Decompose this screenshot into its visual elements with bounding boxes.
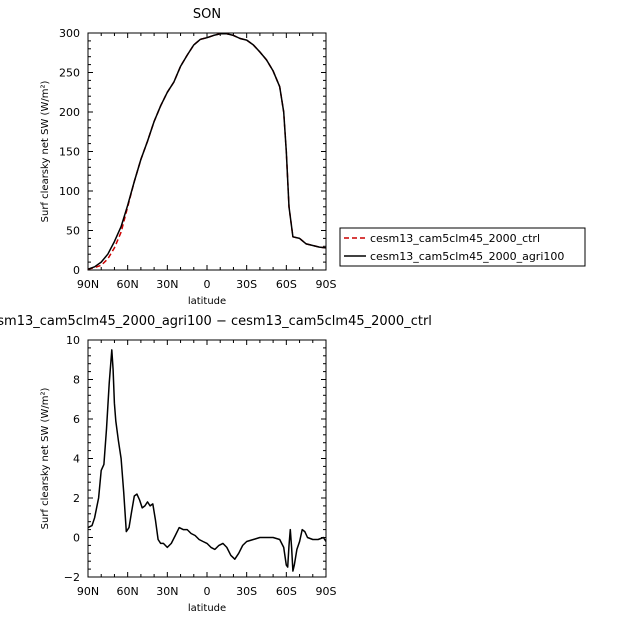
x-ticks: 90N 60N 30N 0 30S 60S 90S xyxy=(77,33,337,291)
legend-entry-1: cesm13_cam5clm45_2000_agri100 xyxy=(370,250,564,263)
y-tick-label: 100 xyxy=(59,185,80,198)
y-tick-label: 0 xyxy=(73,532,80,545)
x-tick-label: 30S xyxy=(236,278,257,291)
chart-title: SON xyxy=(193,7,221,22)
x-tick-label: 30S xyxy=(236,585,257,598)
y-tick-label: 0 xyxy=(73,264,80,277)
y-tick-label: 6 xyxy=(73,413,80,426)
x-tick-label: 0 xyxy=(204,585,211,598)
x-tick-label: 90S xyxy=(316,278,337,291)
x-axis-label: latitude xyxy=(188,296,226,307)
chart-title: cesm13_cam5clm45_2000_agri100 − cesm13_c… xyxy=(0,314,432,329)
y-tick-label: 2 xyxy=(73,492,80,505)
x-tick-label: 90S xyxy=(316,585,337,598)
y-ticks: −2 0 2 4 6 8 10 xyxy=(64,334,326,584)
x-tick-label: 30N xyxy=(156,585,178,598)
series-line-1 xyxy=(87,33,327,270)
legend: cesm13_cam5clm45_2000_ctrl cesm13_cam5clm… xyxy=(339,227,586,267)
x-tick-label: 0 xyxy=(204,278,211,291)
y-tick-label: 300 xyxy=(59,27,80,40)
y-tick-label: 50 xyxy=(66,225,80,238)
y-tick-label: 8 xyxy=(73,374,80,387)
x-axis-label: latitude xyxy=(188,603,226,614)
x-ticks: 90N 60N 30N 0 30S 60S 90S xyxy=(77,340,337,598)
y-tick-label: 200 xyxy=(59,106,80,119)
legend-box xyxy=(339,227,586,267)
plot-frame xyxy=(87,32,327,271)
x-tick-label: 90N xyxy=(77,278,99,291)
y-tick-label: −2 xyxy=(64,571,80,584)
y-axis-label: Surf clearsky net SW (W/m²) xyxy=(40,388,51,530)
legend-entry-0: cesm13_cam5clm45_2000_ctrl xyxy=(370,232,540,245)
y-tick-label: 10 xyxy=(66,334,80,347)
bottom-panel: cesm13_cam5clm45_2000_agri100 − cesm13_c… xyxy=(0,314,432,614)
x-tick-label: 60S xyxy=(276,585,297,598)
y-tick-label: 4 xyxy=(73,453,80,466)
y-tick-label: 250 xyxy=(59,67,80,80)
x-tick-label: 90N xyxy=(77,585,99,598)
x-tick-label: 60S xyxy=(276,278,297,291)
y-axis-label: Surf clearsky net SW (W/m²) xyxy=(40,81,51,223)
x-tick-label: 30N xyxy=(156,278,178,291)
series-line-0 xyxy=(87,33,327,270)
y-ticks: 0 50 100 150 200 250 300 xyxy=(59,27,326,277)
y-tick-label: 150 xyxy=(59,146,80,159)
plot-frame xyxy=(87,339,327,578)
x-tick-label: 60N xyxy=(117,278,139,291)
x-tick-label: 60N xyxy=(117,585,139,598)
series-line-0 xyxy=(87,349,327,572)
top-panel: SON 90N 60N 30N 0 30S 60S 90S 0 50 100 150 200 250 300… xyxy=(40,7,337,307)
